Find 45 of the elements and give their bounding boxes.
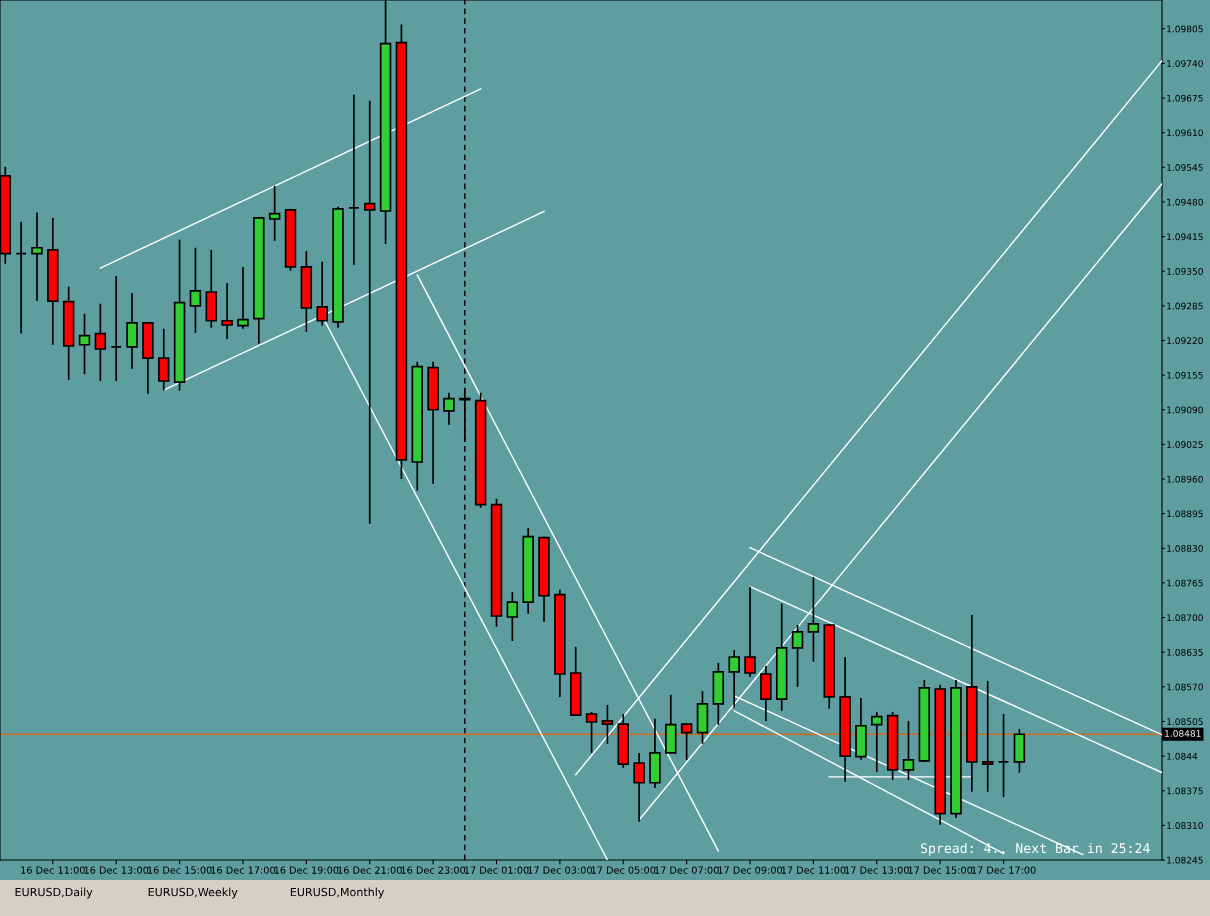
- x-tick-label: 16 Dec 19:00: [274, 866, 339, 874]
- x-tick-label: 17 Dec 17:00: [971, 866, 1036, 874]
- x-tick-label: 16 Dec 21:00: [338, 866, 402, 874]
- y-tick-label: 1.08830: [1167, 545, 1203, 552]
- x-tick-label: 17 Dec 09:00: [718, 866, 783, 874]
- x-tick-label: 16 Dec 17:00: [211, 866, 276, 874]
- text: EURUSD,Daily: [15, 887, 93, 899]
- y-tick-label: 1.09220: [1167, 337, 1203, 345]
- y-tick-label: 1.09285: [1167, 302, 1203, 310]
- y-tick-label: 1.09675: [1167, 94, 1203, 102]
- text: EURUSD,Monthly: [290, 887, 385, 899]
- text: EURUSD,Weekly: [148, 887, 238, 899]
- y-tick-label: 1.09480: [1167, 198, 1203, 206]
- y-tick-label: 1.08310: [1167, 822, 1203, 829]
- y-tick-label: 1.08635: [1167, 648, 1203, 656]
- y-tick-label: 1.08765: [1167, 579, 1203, 587]
- y-tick-label: 1.09805: [1167, 25, 1203, 33]
- x-tick-label: 16 Dec 11:00: [21, 866, 85, 874]
- y-tick-label: 1.09610: [1167, 129, 1203, 137]
- y-tick-label: 1.08570: [1167, 683, 1203, 691]
- y-tick-label: 1.0844: [1167, 752, 1198, 760]
- x-tick-label: 17 Dec 05:00: [591, 866, 656, 874]
- y-tick-label: 1.09350: [1167, 267, 1203, 275]
- y-tick-label: 1.09545: [1167, 164, 1203, 171]
- x-tick-label: 17 Dec 07:00: [655, 866, 719, 874]
- y-tick-label: 1.09415: [1167, 233, 1203, 241]
- y-tick-label: 1.09025: [1167, 441, 1203, 448]
- y-tick-label: 1.08245: [1167, 856, 1203, 864]
- y-tick-label: 1.09090: [1167, 406, 1203, 414]
- ref-line-label: 1.08481: [1165, 730, 1201, 737]
- y-tick-label: 1.09155: [1167, 371, 1203, 379]
- y-tick-label: 1.09740: [1167, 60, 1203, 67]
- y-tick-label: 1.08960: [1167, 475, 1203, 483]
- y-tick-label: 1.08700: [1167, 614, 1203, 622]
- x-tick-label: 17 Dec 15:00: [908, 866, 973, 874]
- x-tick-label: 17 Dec 03:00: [528, 866, 592, 874]
- y-tick-label: 1.08375: [1167, 787, 1203, 795]
- x-tick-label: 16 Dec 13:00: [84, 866, 149, 874]
- x-tick-label: 16 Dec 15:00: [147, 866, 212, 874]
- x-tick-label: 16 Dec 23:00: [401, 866, 466, 874]
- x-tick-label: 17 Dec 01:00: [464, 866, 529, 874]
- x-tick-label: 17 Dec 13:00: [845, 866, 909, 874]
- y-tick-label: 1.08895: [1167, 510, 1203, 518]
- y-tick-label: 1.08505: [1167, 718, 1203, 726]
- x-tick-label: 17 Dec 11:00: [781, 866, 846, 874]
